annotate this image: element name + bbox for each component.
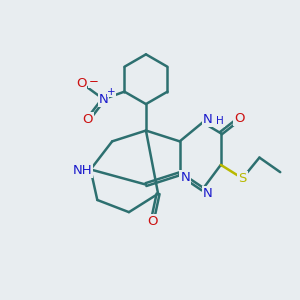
Text: −: − xyxy=(88,75,98,88)
Text: O: O xyxy=(76,77,86,90)
Text: NH: NH xyxy=(73,164,92,177)
Text: S: S xyxy=(238,172,247,185)
Text: N: N xyxy=(203,187,212,200)
Text: N: N xyxy=(203,113,213,126)
Text: O: O xyxy=(82,113,93,126)
Text: H: H xyxy=(216,116,224,126)
Text: O: O xyxy=(147,215,158,228)
Text: O: O xyxy=(234,112,244,125)
Text: N: N xyxy=(99,93,108,106)
Text: +: + xyxy=(107,87,116,97)
Text: N: N xyxy=(180,171,190,184)
